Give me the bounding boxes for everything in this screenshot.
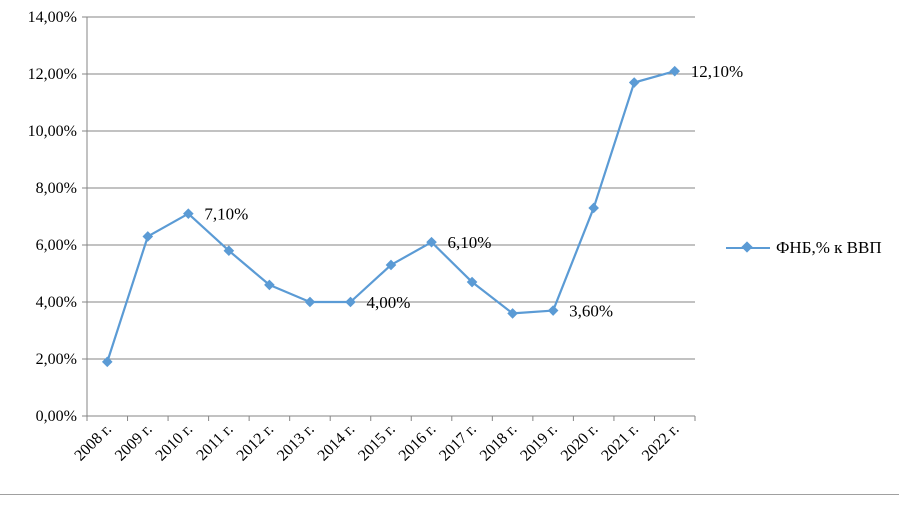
x-tick-label: 2009 г. [112, 421, 156, 465]
x-tick-label: 2015 г. [355, 421, 399, 465]
diamond-icon [741, 241, 753, 253]
y-tick-label: 10,00% [28, 123, 77, 140]
x-tick-label: 2008 г. [71, 421, 115, 465]
y-tick-label: 4,00% [36, 294, 77, 311]
data-point [385, 259, 397, 271]
y-tick-label: 2,00% [36, 351, 77, 368]
y-tick-labels: 0,00% 2,00% 4,00% 6,00% 8,00% 10,00% 12,00% 14,… [28, 9, 77, 425]
x-tick-label: 2012 г. [234, 421, 278, 465]
x-tick-label: 2013 г. [274, 421, 318, 465]
data-label: 6,10% [448, 233, 492, 252]
data-point [628, 77, 640, 88]
data-point [669, 65, 681, 77]
y-tick-label: 12,00% [28, 66, 77, 83]
y-tick-label: 8,00% [36, 180, 77, 197]
data-point [223, 245, 235, 257]
x-tick-label: 2019 г. [517, 421, 561, 465]
data-point [304, 296, 316, 308]
data-point [142, 231, 154, 242]
data-point [264, 279, 275, 291]
y-tick-label: 14,00% [28, 9, 77, 26]
axes [82, 16, 696, 421]
data-label: 12,10% [691, 62, 743, 81]
legend-marker-icon [726, 241, 770, 253]
bottom-divider [0, 494, 899, 495]
data-point [547, 305, 559, 316]
data-point [507, 308, 518, 319]
x-tick-label: 2010 г. [152, 421, 196, 465]
data-point [345, 296, 356, 308]
x-tick-label: 2016 г. [396, 421, 440, 465]
data-point [588, 202, 599, 214]
x-tick-label: 2018 г. [477, 421, 521, 465]
x-tick-labels: 2008 г.2009 г.2010 г.2011 г.2012 г.2013 … [71, 421, 682, 465]
x-tick-label: 2021 г. [598, 421, 642, 465]
data-labels: 7,10% 4,00% 6,10% 3,60% 12,10% [204, 62, 743, 320]
data-point [101, 356, 113, 368]
x-tick-label: 2022 г. [639, 421, 683, 465]
data-label: 3,60% [569, 302, 613, 321]
y-tick-label: 0,00% [36, 408, 77, 425]
x-tick-label: 2014 г. [315, 421, 359, 465]
series-ФНБ [101, 65, 681, 368]
x-tick-label: 2011 г. [193, 421, 236, 464]
data-point [426, 236, 437, 248]
data-label: 4,00% [366, 293, 410, 312]
data-point [183, 208, 194, 219]
data-point [466, 276, 478, 288]
gridlines [87, 16, 695, 360]
x-tick-label: 2020 г. [558, 421, 602, 465]
x-tick-label: 2017 г. [436, 421, 480, 465]
legend-label: ФНБ,% к ВВП [776, 238, 882, 257]
y-tick-label: 6,00% [36, 237, 77, 254]
legend: ФНБ,% к ВВП [726, 238, 882, 258]
data-label: 7,10% [204, 205, 248, 224]
